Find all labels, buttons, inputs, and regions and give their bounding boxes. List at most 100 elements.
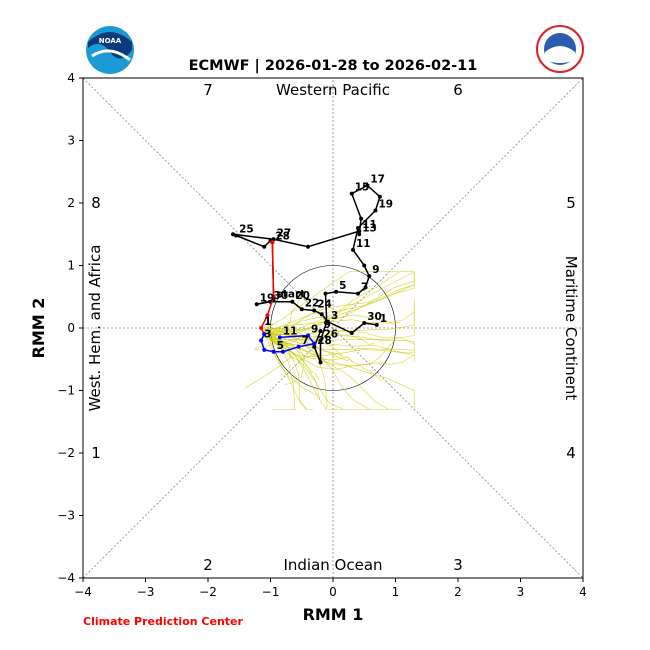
data-label: 7 xyxy=(302,335,309,347)
data-label: 5 xyxy=(277,340,284,352)
data-label: 28 xyxy=(275,230,290,242)
data-label: 22 xyxy=(305,297,320,309)
series-point xyxy=(265,313,270,318)
series-point xyxy=(357,229,362,234)
data-label: 11 xyxy=(362,219,377,231)
series-point xyxy=(271,349,276,354)
y-tick-label: 2 xyxy=(67,196,75,210)
data-label: 7 xyxy=(361,282,368,294)
y-axis-ticks: −4 −3 −2 −1 0 1 2 3 4 xyxy=(57,71,83,585)
ensemble-member-line xyxy=(262,301,415,334)
data-label: 28 xyxy=(317,335,332,347)
data-label: 1 xyxy=(380,313,387,325)
x-tick-label: −4 xyxy=(74,585,92,599)
nws-logo xyxy=(536,25,584,73)
data-label: 9 xyxy=(311,324,318,336)
series-point xyxy=(318,338,323,343)
x-tick-label: 1 xyxy=(392,585,400,599)
data-label: 3 xyxy=(331,310,338,322)
series-point xyxy=(363,285,368,290)
ensemble-member-line xyxy=(264,271,415,330)
series-point xyxy=(254,302,259,307)
noaa-logo-text: NOAA xyxy=(99,37,122,45)
ensemble-member-line xyxy=(270,314,400,340)
series-point xyxy=(319,312,324,317)
x-tick-label: 2 xyxy=(454,585,462,599)
phase-label-7: 7 xyxy=(203,81,213,99)
series-point xyxy=(234,233,239,238)
ensemble-member-line xyxy=(268,272,415,332)
data-label: 30 xyxy=(367,311,382,323)
series-point xyxy=(312,344,317,349)
data-label: 15 xyxy=(355,182,370,194)
series-layer xyxy=(231,183,382,365)
x-tick-label: 4 xyxy=(579,585,587,599)
series-point xyxy=(259,338,264,343)
data-label: 19 xyxy=(379,199,394,211)
series-point xyxy=(270,240,275,245)
phase-label-1: 1 xyxy=(91,444,101,462)
data-label: 5 xyxy=(339,280,346,292)
series-point xyxy=(296,344,301,349)
data-label: start xyxy=(277,289,306,301)
y-axis-label: RMM 2 xyxy=(29,298,48,359)
series-point xyxy=(373,208,378,213)
series-point xyxy=(281,349,285,354)
series-point xyxy=(262,347,267,352)
data-label: 25 xyxy=(239,224,254,236)
series-point xyxy=(262,244,267,249)
ensemble-members xyxy=(244,271,415,410)
series-point xyxy=(318,329,323,334)
y-tick-label: 1 xyxy=(67,259,75,273)
data-label: 11 xyxy=(283,325,298,337)
series-point xyxy=(374,322,379,327)
ensemble-member-line xyxy=(264,289,305,335)
data-label: 17 xyxy=(370,174,385,186)
ensemble-member-line xyxy=(269,330,415,345)
data-label: 19 xyxy=(260,292,275,304)
series-point xyxy=(306,333,310,338)
x-tick-label: 0 xyxy=(329,585,337,599)
x-tick-label: −3 xyxy=(137,585,155,599)
series-point xyxy=(318,360,323,365)
phase-label-2: 2 xyxy=(203,556,213,574)
series-point xyxy=(351,247,355,252)
series-point xyxy=(324,319,329,324)
series-point xyxy=(356,226,360,230)
noaa-logo: NOAA xyxy=(86,26,134,74)
x-axis-label: RMM 1 xyxy=(303,605,364,624)
ensemble-member-line xyxy=(262,284,415,336)
region-bottom-label: Indian Ocean xyxy=(283,556,382,574)
data-label: 13 xyxy=(362,222,377,234)
data-label: 9 xyxy=(372,264,379,276)
region-left-label: West. Hem. and Africa xyxy=(86,245,104,412)
series-point xyxy=(306,244,310,249)
x-axis-ticks: −4 −3 −2 −1 0 1 2 3 4 xyxy=(74,578,587,599)
series-point xyxy=(271,294,276,299)
y-tick-label: −2 xyxy=(57,446,75,460)
phase-label-8: 8 xyxy=(91,194,101,212)
series-point xyxy=(277,335,282,340)
y-tick-label: −4 xyxy=(57,571,75,585)
ensemble-member-line xyxy=(264,332,415,354)
series-point xyxy=(362,263,367,268)
y-tick-label: −1 xyxy=(57,384,75,398)
series-point xyxy=(359,216,364,221)
ensemble-member-line xyxy=(263,323,319,397)
series-point xyxy=(357,232,362,237)
series-point xyxy=(356,291,360,296)
y-tick-label: −3 xyxy=(57,509,75,523)
x-tick-label: −1 xyxy=(262,585,280,599)
data-label: 20 xyxy=(295,290,310,302)
chart-title: ECMWF | 2026-01-28 to 2026-02-11 xyxy=(189,58,478,74)
phase-label-6: 6 xyxy=(453,81,463,99)
data-label: 30 xyxy=(274,290,289,302)
ensemble-member-line xyxy=(266,334,297,410)
series-point xyxy=(334,289,339,294)
series-point xyxy=(362,321,367,325)
region-top-label: Western Pacific xyxy=(276,81,390,99)
series-point xyxy=(312,341,317,346)
phase-label-3: 3 xyxy=(453,556,463,574)
series-point xyxy=(290,299,295,304)
